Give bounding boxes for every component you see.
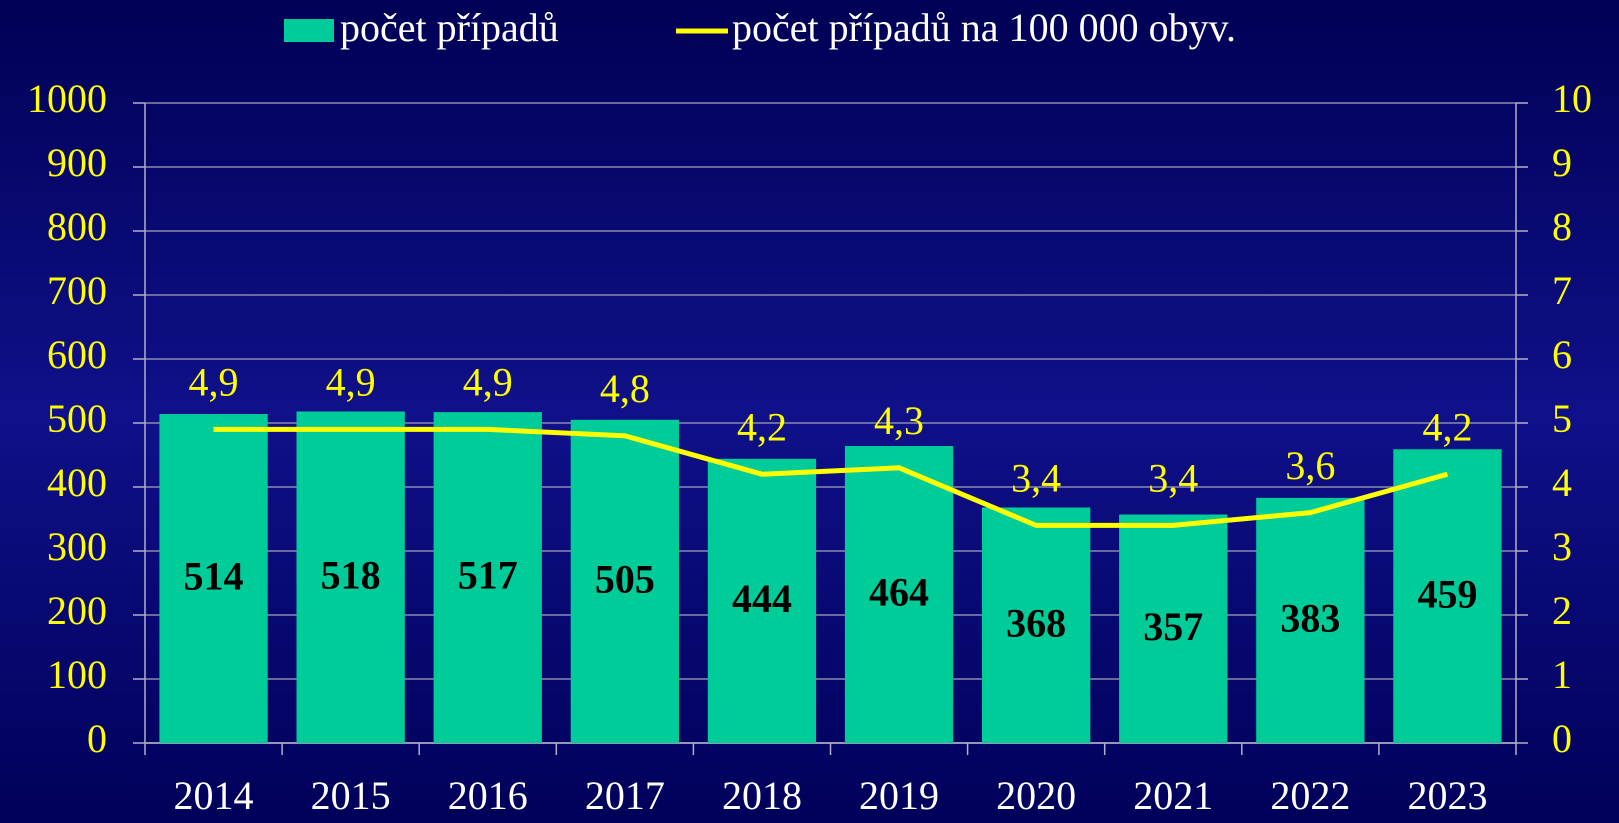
legend-label: počet případů na 100 000 obyv. [732,5,1236,50]
line-value-label: 3,4 [1148,456,1198,501]
line-value-label: 4,3 [874,398,924,443]
bar-value-label: 459 [1417,571,1477,616]
line [213,426,1449,528]
x-tick-label: 2014 [174,773,254,818]
bar [570,419,680,743]
line-value-label: 3,4 [1011,456,1061,501]
x-tick-label: 2020 [996,773,1076,818]
x-tick-label: 2018 [722,773,802,818]
bar-value-label: 383 [1280,596,1340,641]
line-value-label: 4,2 [737,404,787,449]
y2-tick-label: 8 [1552,204,1572,249]
y2-tick-label: 5 [1552,396,1572,441]
x-tick-label: 2019 [859,773,939,818]
x-tick-label: 2016 [448,773,528,818]
bar-value-label: 518 [321,552,381,597]
x-tick-label: 2015 [311,773,391,818]
y-tick-label: 200 [47,588,107,633]
y-tick-label: 800 [47,204,107,249]
x-tick-label: 2022 [1270,773,1350,818]
legend-label: počet případů [340,5,559,50]
y2-tick-label: 7 [1552,268,1572,313]
legend-swatch [284,19,334,42]
bar-value-label: 444 [732,576,792,621]
y-tick-label: 0 [87,716,107,761]
bar-value-label: 517 [458,553,518,598]
y2-tick-label: 0 [1552,716,1572,761]
bar [1119,514,1228,743]
bar-value-label: 514 [184,554,244,599]
y-tick-label: 700 [47,268,107,313]
line-value-label: 4,2 [1422,404,1472,449]
bar [707,458,817,743]
line-value-label: 4,9 [189,360,239,405]
bar [1256,497,1365,743]
y2-tick-label: 10 [1552,76,1592,121]
x-tick-label: 2023 [1407,773,1487,818]
bar [433,412,542,743]
x-tick-label: 2017 [585,773,665,818]
bar-value-label: 357 [1143,604,1203,649]
line-value-label: 4,8 [600,366,650,411]
y-tick-label: 900 [47,140,107,185]
y2-tick-label: 9 [1552,140,1572,185]
bar [159,414,268,743]
bar [981,507,1091,743]
y2-tick-label: 1 [1552,652,1572,697]
y-tick-label: 300 [47,524,107,569]
line-value-label: 3,6 [1285,443,1335,488]
bar-value-label: 505 [595,557,655,602]
y2-tick-label: 2 [1552,588,1572,633]
y-tick-label: 600 [47,332,107,377]
bar [844,446,954,743]
bar [1393,449,1502,743]
y2-tick-label: 6 [1552,332,1572,377]
x-tick-label: 2021 [1133,773,1213,818]
y-tick-label: 500 [47,396,107,441]
bar-value-label: 368 [1006,600,1066,645]
y-tick-label: 1000 [27,76,107,121]
y2-tick-label: 4 [1552,460,1572,505]
y-tick-label: 400 [47,460,107,505]
y2-tick-label: 3 [1552,524,1572,569]
line-value-label: 4,9 [463,360,513,405]
y-tick-label: 100 [47,652,107,697]
bar-value-label: 464 [869,570,929,615]
line-value-label: 4,9 [326,360,376,405]
bar [296,411,405,743]
